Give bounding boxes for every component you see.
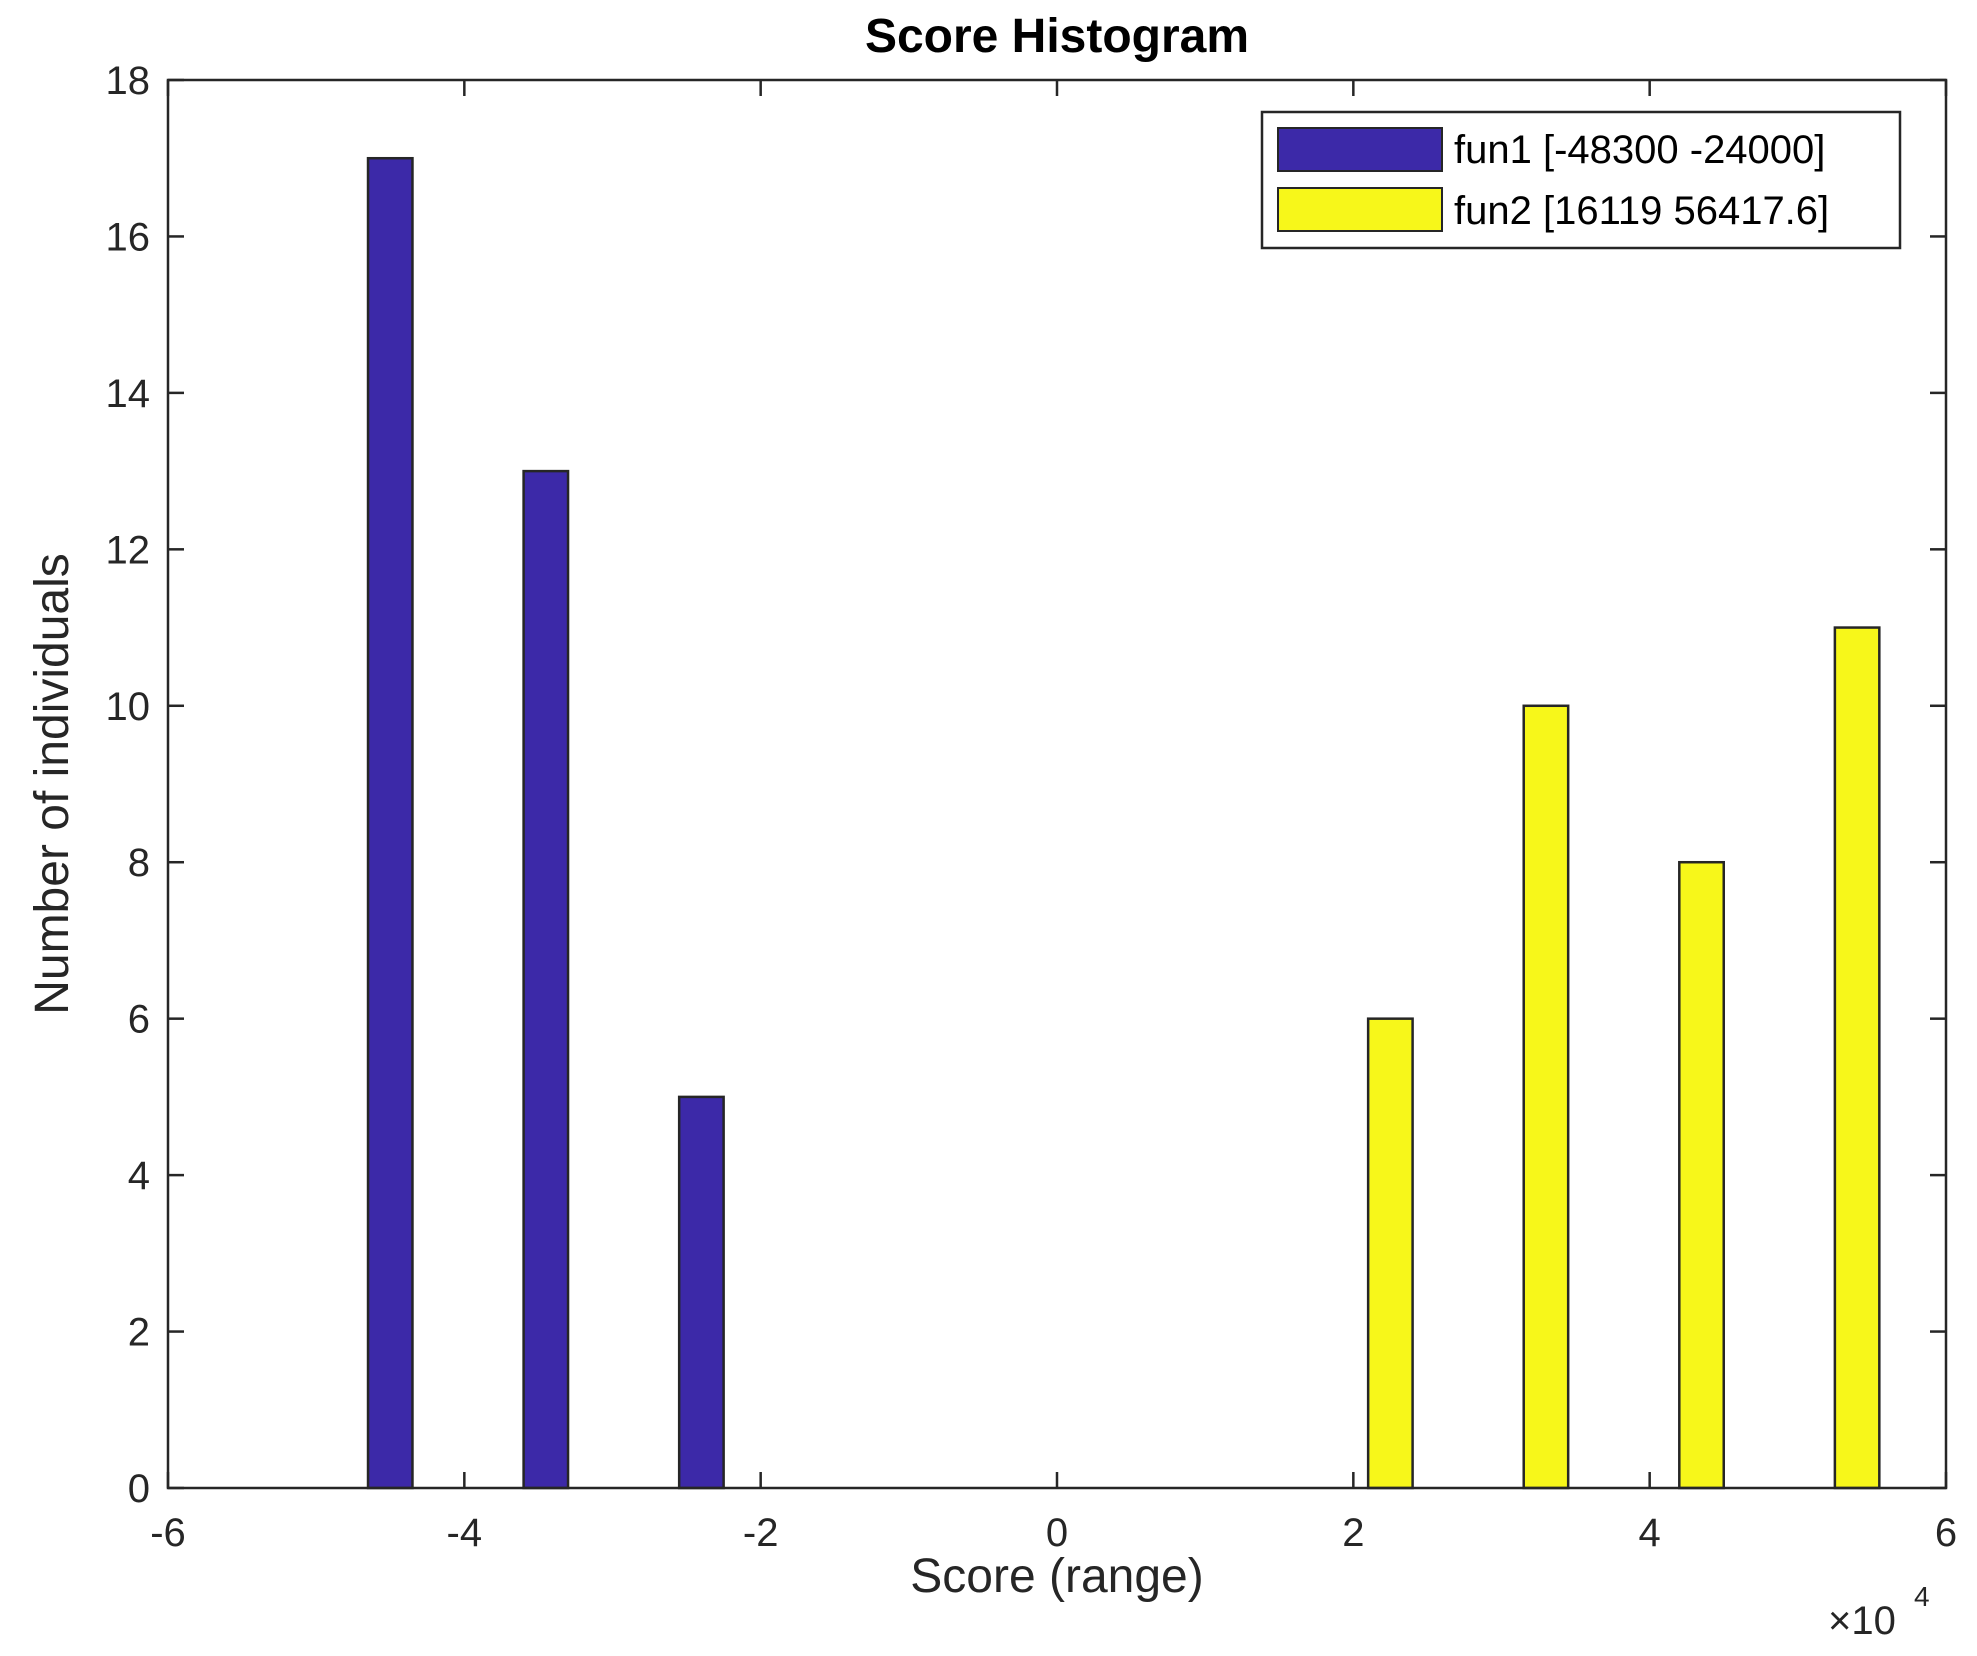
- y-tick-label: 4: [128, 1154, 150, 1198]
- x-axis-label: Score (range): [910, 1550, 1203, 1603]
- x-tick-label: 2: [1342, 1511, 1364, 1555]
- bar-series2-3: [1678, 860, 1726, 1490]
- y-axis-label: Number of individuals: [26, 553, 79, 1015]
- y-tick-label: 18: [106, 59, 151, 103]
- y-tick-label: 2: [128, 1311, 150, 1355]
- x-tick-label: 0: [1046, 1511, 1068, 1555]
- legend-swatch-fun2: [1277, 187, 1443, 232]
- bars-layer: [366, 156, 1881, 1490]
- y-tick-label: 6: [128, 998, 150, 1042]
- legend: fun1 [-48300 -24000] fun2 [16119 56417.6…: [1260, 110, 1902, 250]
- x-tick-label: 6: [1935, 1511, 1957, 1555]
- x-exponent-power: 4: [1914, 1581, 1930, 1612]
- y-tick-label: 16: [106, 215, 151, 259]
- x-tick-label: -6: [150, 1511, 186, 1555]
- x-tick-label: -4: [447, 1511, 483, 1555]
- y-tick-label: 12: [106, 528, 151, 572]
- bar-series2-2: [1522, 704, 1570, 1490]
- bar-series1-2: [522, 469, 570, 1490]
- y-tick-label: 0: [128, 1467, 150, 1511]
- chart-title: Score Histogram: [865, 10, 1249, 63]
- y-tick-label: 14: [106, 372, 151, 416]
- y-tick-label: 10: [106, 685, 151, 729]
- legend-swatch-fun1: [1277, 127, 1443, 172]
- bar-series1-1: [366, 156, 414, 1490]
- x-tick-label: -2: [743, 1511, 779, 1555]
- legend-label-fun2: fun2 [16119 56417.6]: [1454, 189, 1829, 233]
- legend-label-fun1: fun1 [-48300 -24000]: [1454, 128, 1825, 172]
- x-exponent: ×10 4: [1828, 1581, 1930, 1643]
- ticks-layer: -6 -4 -2 0 2 4 6 0 2 4 6 8 10 12 14 16 18: [106, 59, 1958, 1555]
- bar-series2-1: [1366, 1017, 1414, 1490]
- x-exponent-base: ×10: [1828, 1599, 1896, 1643]
- y-tick-label: 8: [128, 841, 150, 885]
- x-tick-label: 4: [1639, 1511, 1661, 1555]
- bar-series1-3: [677, 1095, 725, 1490]
- bar-series2-4: [1833, 626, 1881, 1490]
